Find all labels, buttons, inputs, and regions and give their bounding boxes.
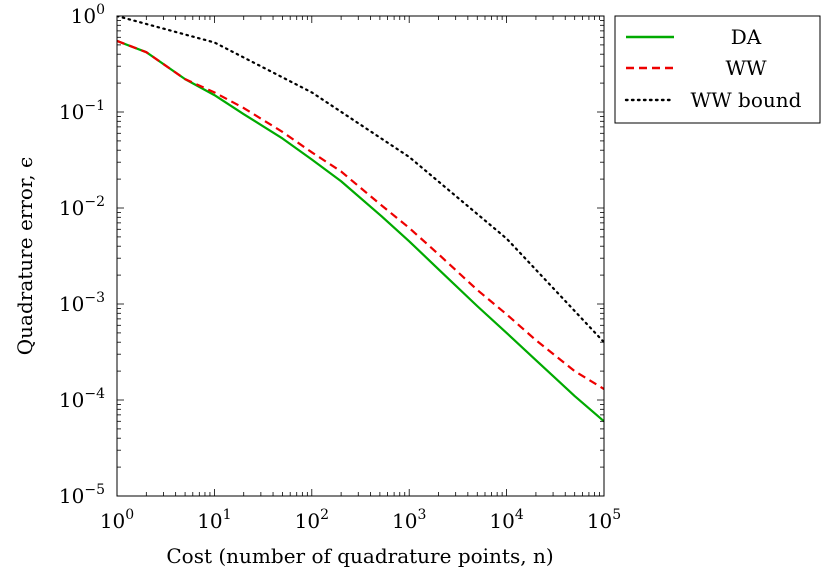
y-tick-base: 10: [59, 484, 84, 508]
legend-label-da: DA: [731, 25, 762, 49]
legend-box: [614, 15, 821, 124]
x-tick-base: 10: [197, 509, 222, 533]
y-tick-base: 10: [59, 100, 84, 124]
x-tick-label: 104: [489, 507, 523, 533]
x-tick-base: 10: [587, 509, 612, 533]
x-tick-exponent: 2: [320, 507, 329, 523]
x-tick-base: 10: [100, 509, 125, 533]
y-tick-exponent: −4: [84, 386, 105, 402]
y-tick-base: 10: [59, 388, 84, 412]
plot-frame: [116, 15, 605, 497]
y-tick-exponent: −2: [84, 194, 105, 210]
y-tick-exponent: −3: [84, 290, 105, 306]
y-tick-exponent: 0: [96, 2, 105, 18]
x-tick-exponent: 0: [125, 507, 134, 523]
y-tick-label: 10−2: [59, 194, 105, 220]
x-tick-label: 100: [100, 507, 134, 533]
legend: DA WW WW bound: [614, 15, 821, 124]
series-line-ww-bound: [117, 16, 604, 344]
series-line-ww: [117, 39, 604, 390]
x-tick-exponent: 1: [223, 507, 232, 523]
x-tick-label: 101: [197, 507, 231, 533]
y-tick-label: 10−3: [59, 290, 105, 316]
y-tick-label: 10−5: [59, 482, 105, 508]
y-tick-base: 10: [59, 196, 84, 220]
y-tick-base: 10: [71, 4, 96, 28]
legend-label-ww-bound: WW bound: [691, 88, 802, 112]
x-tick-exponent: 4: [515, 507, 524, 523]
x-tick-label: 102: [295, 507, 329, 533]
x-tick-label: 105: [587, 507, 621, 533]
y-tick-label: 10−4: [59, 386, 105, 412]
x-tick-exponent: 3: [417, 507, 426, 523]
y-axis-title: Quadrature error, ϵ: [13, 157, 37, 355]
y-tick-exponent: −1: [84, 98, 105, 114]
x-tick-base: 10: [295, 509, 320, 533]
legend-label-ww: WW: [725, 56, 767, 80]
x-tick-label: 103: [392, 507, 426, 533]
x-tick-base: 10: [392, 509, 417, 533]
x-axis-title: Cost (number of quadrature points, n): [166, 544, 553, 568]
x-tick-base: 10: [489, 509, 514, 533]
series-line-da: [117, 39, 604, 423]
x-tick-exponent: 5: [612, 507, 621, 523]
y-tick-label: 10−1: [59, 98, 105, 124]
y-tick-exponent: −5: [84, 482, 105, 498]
y-tick-base: 10: [59, 292, 84, 316]
y-tick-label: 100: [71, 2, 105, 28]
